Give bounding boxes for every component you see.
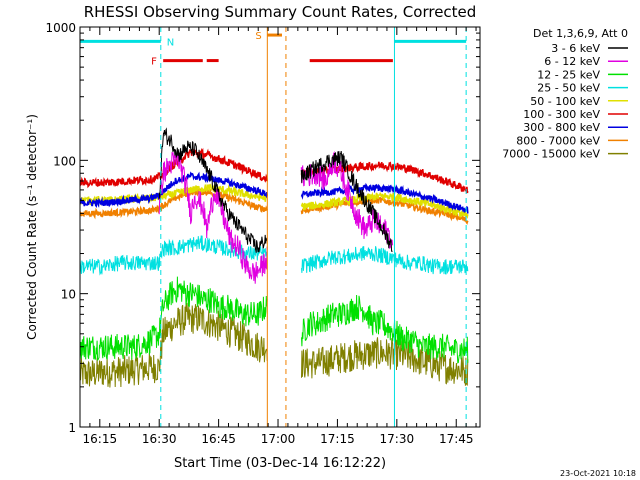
series-line xyxy=(80,276,469,364)
series-line xyxy=(80,183,469,219)
y-tick-label: 1 xyxy=(68,421,76,435)
y-tick-label: 1000 xyxy=(45,21,76,35)
legend-label: 300 - 800 keV xyxy=(523,121,600,134)
legend-label: 50 - 100 keV xyxy=(530,95,600,108)
series-line xyxy=(158,127,393,253)
x-tick-label: 17:30 xyxy=(380,432,415,446)
series-line xyxy=(80,302,469,388)
y-tick-label: 10 xyxy=(61,288,76,302)
flag-label: F xyxy=(151,57,157,68)
series-line xyxy=(80,171,469,214)
legend-label: 100 - 300 keV xyxy=(523,108,600,121)
legend-label: 12 - 25 keV xyxy=(537,68,600,81)
x-tick-label: 16:45 xyxy=(201,432,236,446)
legend-label: 6 - 12 keV xyxy=(544,55,600,68)
legend-label: 800 - 7000 keV xyxy=(516,134,600,147)
x-tick-label: 16:15 xyxy=(83,432,118,446)
chart-title: RHESSI Observing Summary Count Rates, Co… xyxy=(84,3,477,21)
plot-area: NF S 16:15 16:30 16:45 17:00 17:15 17:30 17:45 1 1… xyxy=(45,21,481,446)
flag-label: S xyxy=(255,31,261,42)
x-tick-label: 17:45 xyxy=(439,432,474,446)
x-tick-label: 17:00 xyxy=(261,432,296,446)
x-tick-label: 16:30 xyxy=(142,432,177,446)
series-group xyxy=(80,127,469,388)
flag-label: N xyxy=(167,37,174,48)
footer-timestamp: 23-Oct-2021 10:18 xyxy=(560,469,636,478)
series-line xyxy=(80,186,469,226)
legend-label: 7000 - 15000 keV xyxy=(502,148,600,161)
y-tick-label: 100 xyxy=(53,154,76,168)
x-axis-label: Start Time (03-Dec-14 16:12:22) xyxy=(174,456,386,471)
legend-label: 25 - 50 keV xyxy=(537,82,600,95)
x-tick-label: 17:15 xyxy=(320,432,355,446)
y-axis-label: Corrected Count Rate (s⁻¹ detector⁻¹) xyxy=(25,114,39,340)
legend-label: 3 - 6 keV xyxy=(551,42,600,55)
axes-frame xyxy=(79,26,481,428)
legend-header: Det 1,3,6,9, Att 0 xyxy=(533,27,628,40)
